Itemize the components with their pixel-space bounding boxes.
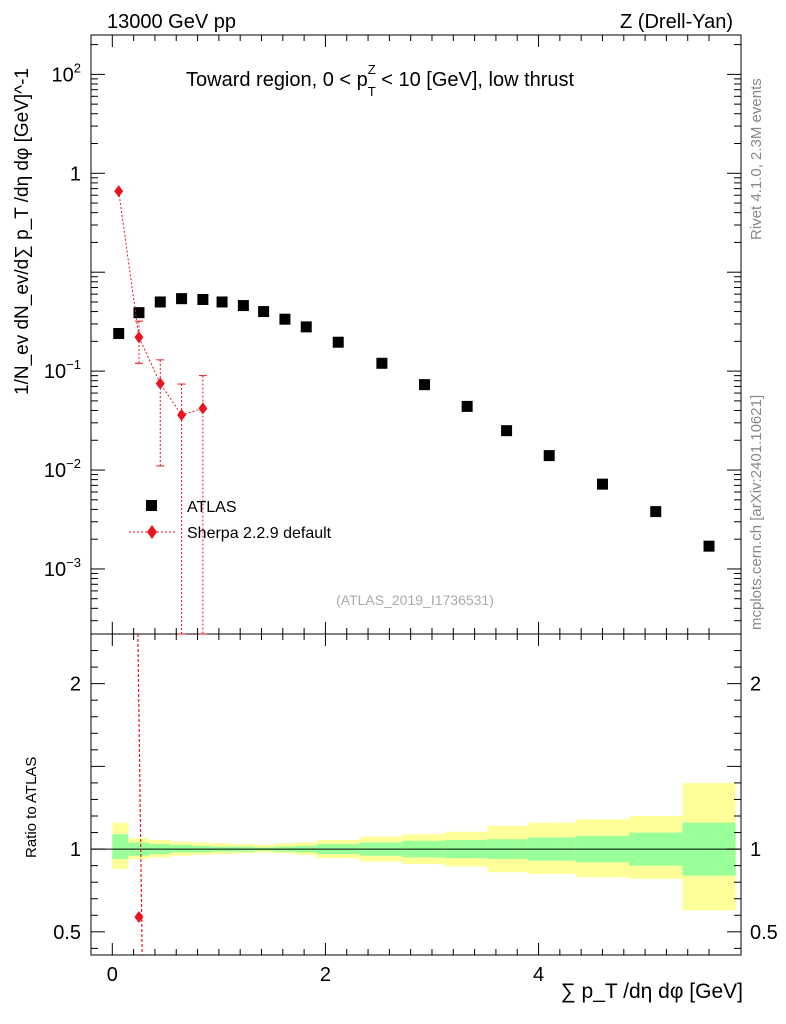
ratio-y-tick-label-left: 1 — [70, 839, 81, 861]
ratio-y-tick-label-right: 0.5 — [750, 922, 778, 944]
atlas-data-point — [237, 300, 249, 312]
atlas-data-point — [596, 478, 608, 490]
atlas-data-point — [258, 306, 270, 318]
legend-sherpa-label: Sherpa 2.2.9 default — [187, 525, 332, 542]
x-tick-label: 0 — [107, 964, 118, 986]
atlas-data-point — [703, 540, 715, 552]
y-axis-label: 1/N_ev dN_ev/d∑ p_T /dη dφ [GeV]^-1 — [12, 68, 33, 395]
ratio-y-tick-label-right: 1 — [750, 839, 761, 861]
y-tick-label: 102 — [52, 60, 81, 86]
sherpa-data-point — [155, 377, 165, 390]
analysis-id: (ATLAS_2019_I1736531) — [336, 592, 494, 608]
y-tick-label: 10−1 — [44, 357, 81, 383]
x-tick-label: 2 — [320, 964, 331, 986]
atlas-data-point — [197, 293, 209, 305]
atlas-data-point — [501, 425, 513, 437]
plot-title: Toward region, 0 < pTZ < 10 [GeV], low t… — [186, 62, 575, 99]
header-right: Z (Drell-Yan) — [620, 11, 733, 33]
atlas-data-point — [133, 307, 145, 319]
mcplots-label: mcplots.cern.ch [arXiv:2401.10621] — [748, 395, 765, 630]
atlas-data-point — [461, 400, 473, 412]
ratio-y-axis-label: Ratio to ATLAS — [23, 757, 40, 858]
sherpa-data-point — [114, 185, 124, 198]
x-axis-label: ∑ p_T /dη dφ [GeV] — [561, 980, 743, 1003]
sherpa-data-point — [198, 402, 208, 415]
data-marks — [113, 185, 715, 956]
sherpa-data-point — [177, 409, 187, 422]
ratio-inner-band — [112, 834, 129, 860]
ratio-plot-frame — [90, 633, 742, 956]
header-left: 13000 GeV pp — [107, 11, 236, 33]
atlas-data-point — [279, 313, 291, 325]
y-tick-label: 10−3 — [44, 555, 81, 581]
atlas-data-point — [376, 357, 388, 369]
y-tick-label: 10−2 — [44, 456, 81, 482]
atlas-data-point — [419, 379, 431, 391]
legend-atlas-marker — [146, 500, 157, 511]
y-tick-label: 1 — [70, 163, 81, 185]
atlas-data-point — [300, 321, 312, 333]
rivet-label: Rivet 4.1.0, 2.3M events — [748, 78, 765, 240]
atlas-data-point — [332, 336, 344, 348]
ratio-y-tick-label-left: 0.5 — [53, 922, 81, 944]
legend-atlas-label: ATLAS — [187, 499, 237, 516]
ratio-y-tick-label-right: 2 — [750, 674, 761, 696]
atlas-data-point — [176, 293, 188, 305]
atlas-data-point — [650, 506, 662, 518]
legend: ATLAS Sherpa 2.2.9 default — [129, 499, 332, 542]
legend-sherpa-marker — [147, 525, 157, 539]
x-tick-label: 4 — [533, 964, 544, 986]
atlas-data-point — [154, 296, 166, 308]
sherpa-ratio-point — [134, 910, 144, 923]
main-plot-frame — [90, 34, 742, 635]
sherpa-data-point — [134, 331, 144, 344]
atlas-data-point — [113, 328, 125, 340]
ratio-y-tick-label-left: 2 — [70, 674, 81, 696]
atlas-data-point — [216, 296, 228, 308]
sherpa-ratio-line — [137, 633, 143, 956]
atlas-data-point — [543, 450, 555, 462]
ratio-uncertainty-bands — [112, 782, 736, 911]
